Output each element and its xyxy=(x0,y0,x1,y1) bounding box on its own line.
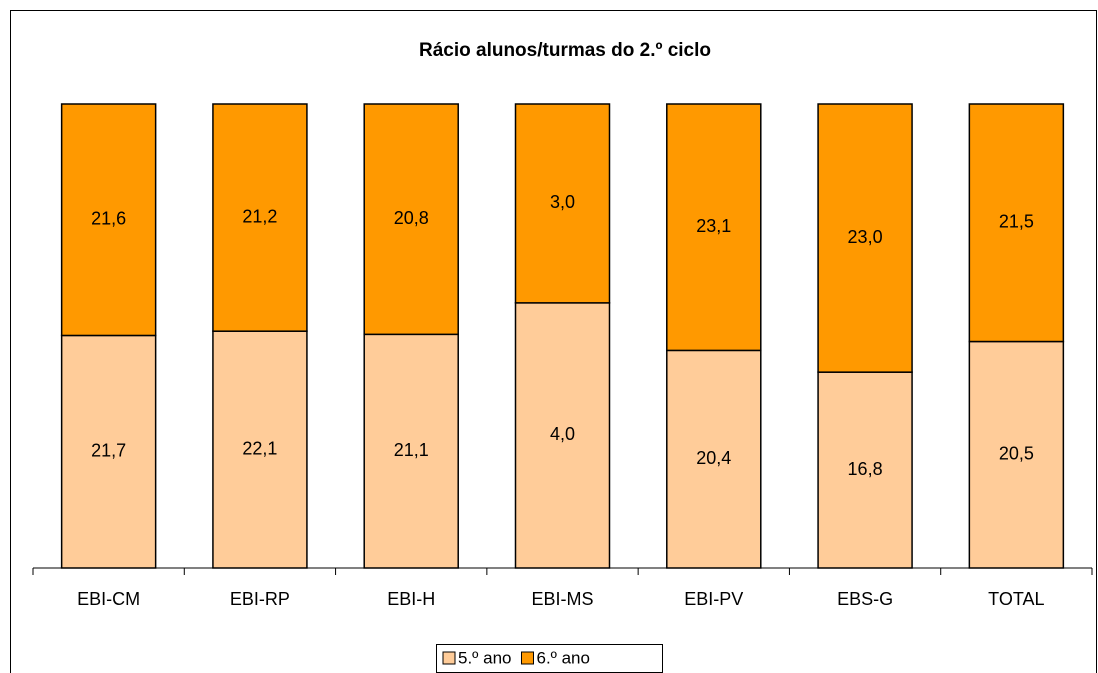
legend-swatch xyxy=(520,651,534,665)
x-tick-label: EBI-PV xyxy=(684,589,743,609)
bar-segment xyxy=(514,103,611,304)
data-label: 21,1 xyxy=(394,440,429,460)
data-label: 21,5 xyxy=(999,212,1034,232)
bar-segment xyxy=(514,302,611,569)
data-label: 20,5 xyxy=(999,444,1034,464)
data-label: 16,8 xyxy=(848,459,883,479)
x-tick-label: TOTAL xyxy=(988,589,1044,609)
bar-segment xyxy=(968,103,1065,343)
bar-segment xyxy=(817,103,913,373)
bar-segment xyxy=(363,103,459,336)
data-label: 22,1 xyxy=(242,438,277,458)
x-tick-label: EBI-H xyxy=(387,589,435,609)
data-label: 21,6 xyxy=(91,208,126,228)
x-tick-label: EBI-MS xyxy=(531,589,593,609)
bar-segment xyxy=(60,103,157,337)
bar-segment xyxy=(212,330,308,569)
x-tick-label: EBI-RP xyxy=(230,589,290,609)
x-tick-label: EBI-CM xyxy=(77,589,140,609)
data-label: 4,0 xyxy=(550,424,575,444)
legend-label: 5.º ano xyxy=(458,648,511,667)
bar-segment xyxy=(60,334,157,569)
data-label: 20,8 xyxy=(394,208,429,228)
bar-segment xyxy=(666,103,762,352)
data-label: 20,4 xyxy=(696,448,731,468)
data-label: 21,2 xyxy=(242,206,277,226)
chart-title: Rácio alunos/turmas do 2.º ciclo xyxy=(419,40,711,61)
legend-box xyxy=(436,644,663,673)
data-label: 23,1 xyxy=(696,216,731,236)
data-label: 23,0 xyxy=(848,227,883,247)
legend-swatch xyxy=(442,651,456,665)
bar-segment xyxy=(666,349,762,569)
bar-segment xyxy=(363,333,459,569)
bar-segment xyxy=(212,103,308,332)
legend-label: 6.º ano xyxy=(536,648,589,667)
x-tick-label: EBS-G xyxy=(837,589,893,609)
bar-segment xyxy=(968,340,1065,569)
data-label: 3,0 xyxy=(550,192,575,212)
data-label: 21,7 xyxy=(91,440,126,460)
